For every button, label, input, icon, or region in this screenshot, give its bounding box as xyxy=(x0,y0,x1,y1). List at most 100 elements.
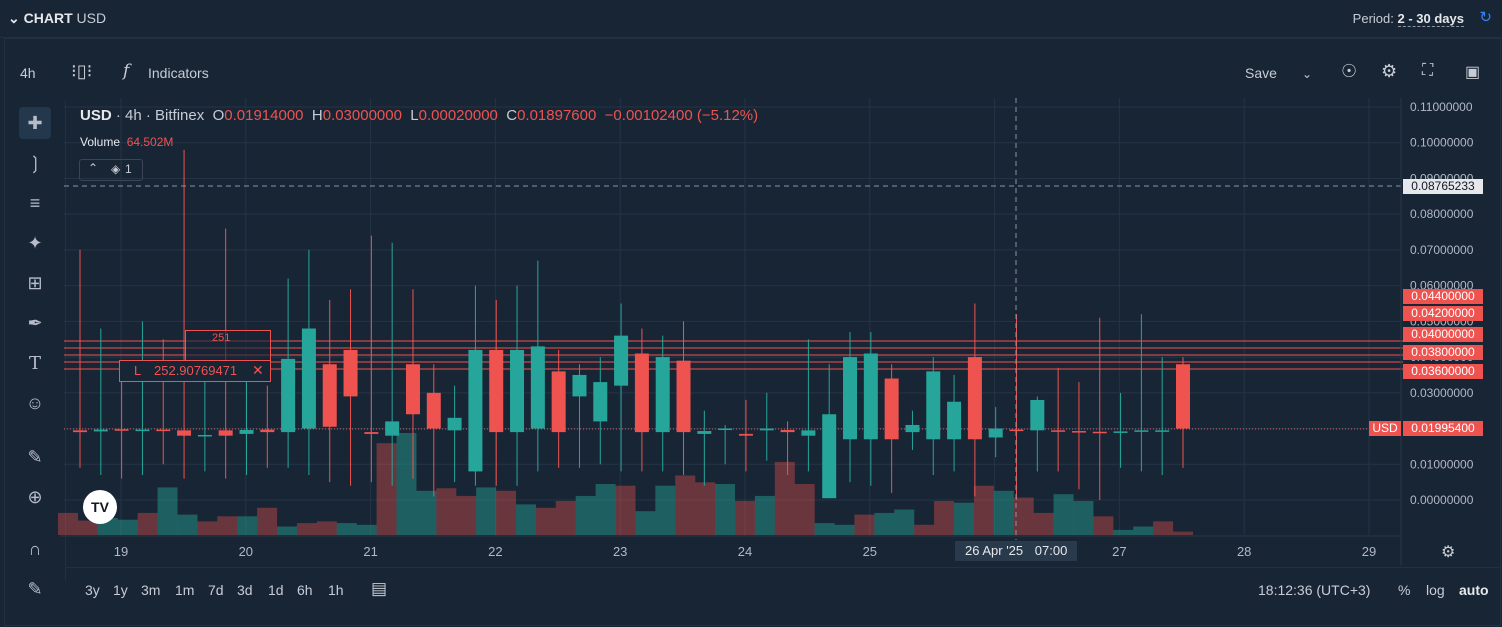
candle-body xyxy=(780,429,795,433)
indicators-button[interactable]: Indicators xyxy=(148,65,209,81)
period-value[interactable]: 2 - 30 days xyxy=(1397,11,1464,27)
candle-body xyxy=(530,346,545,429)
brush-icon[interactable]: ✒ xyxy=(27,312,43,333)
time-tick-label: 19 xyxy=(114,544,128,559)
order-line-label[interactable]: L 252.90769471 ✕ xyxy=(119,360,271,382)
fx-icon[interactable]: f xyxy=(123,61,130,81)
fib-lines-icon[interactable]: ≡ xyxy=(29,192,41,213)
range-3m[interactable]: 3m xyxy=(141,582,161,598)
volume-bar xyxy=(515,504,536,535)
gear-icon[interactable]: ⚙ xyxy=(1381,61,1398,81)
time-tick-label: 27 xyxy=(1112,544,1126,559)
candle-body xyxy=(947,401,962,440)
projection-icon[interactable]: ⊞ xyxy=(27,272,43,293)
price-tick-label: 0.01000000 xyxy=(1410,457,1474,471)
candle-body xyxy=(218,430,233,436)
lock-drawings-icon[interactable]: ✎ xyxy=(27,578,43,599)
chart-title[interactable]: ⌄ CHART USD xyxy=(8,10,106,27)
calendar-goto-icon[interactable]: ▤ xyxy=(371,579,388,598)
tradingview-logo[interactable]: TV xyxy=(83,490,117,524)
interval-button[interactable]: 4h xyxy=(20,65,36,81)
price-tick-label: 0.10000000 xyxy=(1410,136,1474,150)
volume-bar xyxy=(237,516,258,535)
volume-bar xyxy=(794,484,815,535)
candle-body xyxy=(718,428,733,431)
range-1m[interactable]: 1m xyxy=(175,582,195,598)
volume-bar xyxy=(1153,521,1174,535)
emoji-icon[interactable]: ☺ xyxy=(25,392,45,413)
period-label: Period: xyxy=(1352,11,1394,26)
last-price-tag: 0.01995400 xyxy=(1403,421,1483,436)
range-3d[interactable]: 3d xyxy=(237,582,253,598)
legend-symbol[interactable]: USD xyxy=(80,107,112,124)
volume-bar xyxy=(595,484,616,535)
candles-icon[interactable]: ⁝▯⁝ xyxy=(71,61,93,81)
volume-legend: Volume 64.502M xyxy=(80,135,173,149)
candle-body xyxy=(1092,431,1107,434)
price-tick-label: 0.03000000 xyxy=(1410,386,1474,400)
crosshair-icon[interactable]: ✚ xyxy=(19,107,51,139)
time-tick-label: 25 xyxy=(863,544,877,559)
range-1y[interactable]: 1y xyxy=(113,582,128,598)
candle-body xyxy=(343,349,358,397)
volume-bar xyxy=(675,475,696,535)
axis-settings-icon[interactable]: ⚙ xyxy=(1441,544,1456,561)
volume-bar xyxy=(695,482,716,535)
candle-body xyxy=(884,378,899,440)
trendline-icon[interactable]: ❳ xyxy=(27,152,43,173)
candle-body xyxy=(385,421,400,436)
log-toggle[interactable]: log xyxy=(1426,582,1445,598)
legend-exchange: Bitfinex xyxy=(155,107,205,124)
legend-h-label: H xyxy=(311,107,323,124)
legend-sep: · xyxy=(115,107,121,124)
time-tick-label: 22 xyxy=(488,544,502,559)
text-tool-icon[interactable]: T xyxy=(28,352,41,374)
period-selector[interactable]: Period: 2 - 30 days xyxy=(1352,11,1464,27)
refresh-icon[interactable]: ↻ xyxy=(1479,9,1492,26)
candle-body xyxy=(93,429,108,432)
legend-high: 0.03000000 xyxy=(322,107,402,124)
zoom-in-icon[interactable]: ⊕ xyxy=(27,486,43,507)
close-icon[interactable]: ✕ xyxy=(252,362,264,378)
auto-toggle[interactable]: auto xyxy=(1459,582,1489,598)
volume-bar xyxy=(1133,526,1154,535)
pattern-icon[interactable]: ✦ xyxy=(27,232,43,253)
time-tick-label: 28 xyxy=(1237,544,1251,559)
grid-lines xyxy=(64,98,1400,535)
volume-bar xyxy=(655,485,676,535)
crosshair-price-tag: 0.08765233 xyxy=(1403,179,1483,194)
fullscreen-icon[interactable]: ⛶ xyxy=(1422,62,1434,79)
volume-bar xyxy=(1093,516,1114,535)
candle-body xyxy=(468,349,483,472)
time-axis: 1920212223242526272829 xyxy=(60,535,1401,559)
volume-bar xyxy=(774,461,795,535)
legend-open: 0.01914000 xyxy=(224,107,304,124)
range-1h[interactable]: 1h xyxy=(328,582,344,598)
volume-bar xyxy=(356,524,377,535)
candle-body xyxy=(510,349,525,433)
volume-bar xyxy=(874,512,895,535)
camera-icon[interactable]: ▣ xyxy=(1465,64,1481,81)
range-1d[interactable]: 1d xyxy=(268,582,284,598)
save-dropdown-icon[interactable]: ⌄ xyxy=(1302,67,1313,81)
ruler-icon[interactable]: ✎ xyxy=(27,446,43,467)
magnet-icon[interactable]: ∩ xyxy=(28,538,42,559)
indicator-collapse[interactable]: ⌃ ◈ 1 xyxy=(79,159,143,181)
alert-icon[interactable]: ☉ xyxy=(1341,61,1358,81)
candle-body xyxy=(426,392,441,429)
collapse-chevron-icon[interactable]: ⌄ xyxy=(8,10,20,26)
range-3y[interactable]: 3y xyxy=(85,582,100,598)
order-stack[interactable]: 251 xyxy=(185,330,271,362)
chevron-up-icon[interactable]: ⌃ xyxy=(88,161,99,175)
order-level-tag: 0.04400000 xyxy=(1403,289,1483,304)
percent-toggle[interactable]: % xyxy=(1398,582,1411,598)
range-7d[interactable]: 7d xyxy=(208,582,224,598)
chart-toolbar: 4h ⁝▯⁝ f Indicators Save ⌄ ☉ ⚙ ⛶ ▣ xyxy=(5,39,1500,97)
order-peek: 251 xyxy=(212,332,231,344)
clock-time[interactable]: 18:12:36 (UTC+3) xyxy=(1258,582,1371,598)
volume-bar xyxy=(376,443,397,535)
candle-body xyxy=(156,429,171,432)
range-6h[interactable]: 6h xyxy=(297,582,313,598)
save-button[interactable]: Save xyxy=(1245,65,1277,81)
